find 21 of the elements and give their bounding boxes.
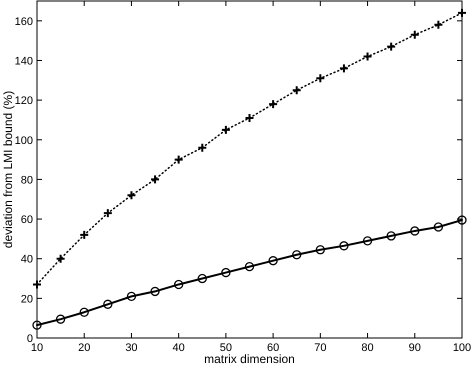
x-tick-label: 100	[452, 342, 472, 354]
y-tick-label: 100	[14, 134, 33, 147]
y-tick-label: 140	[14, 55, 33, 68]
x-tick-label: 60	[266, 342, 280, 354]
y-tick-label: 20	[20, 293, 33, 306]
x-axis-title: matrix dimension	[204, 352, 295, 365]
x-tick-label: 50	[220, 342, 232, 354]
y-tick-label: 40	[20, 254, 33, 266]
y-tick-label: 60	[20, 214, 33, 226]
x-tick-label: 10	[30, 342, 44, 354]
x-tick-label: 20	[78, 342, 90, 354]
x-tick-label: 80	[361, 342, 374, 354]
x-tick-label: 40	[172, 342, 185, 354]
y-axis-title: deviation from LMI bound (%)	[1, 90, 15, 248]
y-tick-label: 160	[14, 16, 33, 28]
x-tick-label: 30	[125, 342, 138, 354]
x-tick-label: 70	[314, 342, 326, 354]
y-tick-label: 80	[20, 174, 33, 186]
y-tick-label: 0	[26, 333, 33, 345]
x-tick-label: 90	[408, 342, 421, 354]
y-tick-label: 120	[14, 95, 33, 108]
